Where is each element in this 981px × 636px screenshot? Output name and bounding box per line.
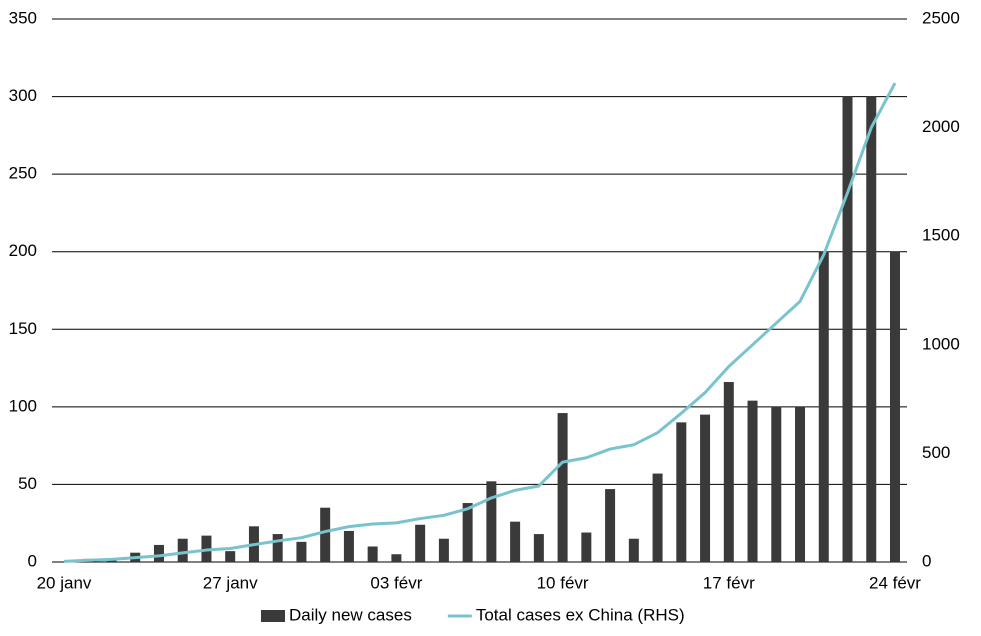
bar: [652, 473, 663, 562]
x-tick-label: 27 janv: [203, 573, 258, 592]
bar: [415, 524, 426, 562]
bar: [320, 507, 331, 562]
bar: [771, 406, 782, 562]
bar: [533, 534, 544, 562]
bar: [723, 382, 734, 562]
y-tick-label: 300: [9, 86, 37, 105]
bar: [866, 96, 877, 563]
bar: [557, 413, 568, 562]
bar: [391, 554, 402, 562]
y-tick-label: 0: [28, 551, 37, 570]
bar: [296, 541, 307, 562]
x-tick-label: 17 févr: [703, 573, 755, 592]
bar: [581, 532, 592, 562]
bar: [676, 422, 687, 562]
bar: [890, 251, 900, 562]
bar: [438, 538, 449, 562]
y-tick-label: 100: [9, 396, 37, 415]
bar: [225, 551, 236, 562]
y-tick-label: 250: [9, 164, 37, 183]
bar: [272, 534, 283, 562]
bar: [367, 546, 378, 562]
x-tick-label: 03 févr: [370, 573, 422, 592]
bar: [343, 530, 354, 562]
legend-swatch: [261, 610, 285, 622]
y-tick-label: 200: [9, 241, 37, 260]
y-tick-label: 150: [9, 319, 37, 338]
y2-tick-label: 2000: [922, 117, 960, 136]
bar: [462, 503, 473, 562]
bar: [628, 538, 639, 562]
bar: [747, 400, 758, 562]
line: [63, 82, 897, 563]
y2-tick-label: 1500: [922, 226, 960, 245]
bar: [795, 406, 806, 562]
legend-label: Daily new cases: [289, 605, 412, 624]
bar: [486, 481, 497, 562]
x-tick-label: 10 févr: [537, 573, 589, 592]
y2-tick-label: 0: [922, 551, 931, 570]
bar: [818, 251, 829, 562]
x-tick-label: 20 janv: [37, 573, 92, 592]
bar: [842, 96, 853, 563]
legend-label: Total cases ex China (RHS): [476, 605, 685, 624]
bar: [510, 521, 521, 562]
y-tick-label: 350: [9, 8, 37, 27]
x-tick-label: 24 févr: [869, 573, 921, 592]
bar: [605, 489, 616, 562]
bar: [106, 560, 117, 562]
y2-tick-label: 1000: [922, 334, 960, 353]
bar: [177, 538, 188, 562]
y-tick-label: 50: [18, 474, 37, 493]
y2-tick-label: 500: [922, 443, 950, 462]
y2-tick-label: 2500: [922, 8, 960, 27]
bar: [153, 544, 164, 562]
bar: [700, 414, 711, 562]
